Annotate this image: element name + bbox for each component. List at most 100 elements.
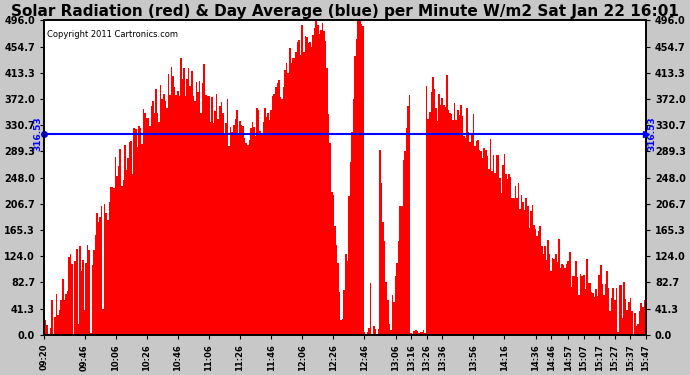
Bar	[320, 30, 322, 335]
Bar	[617, 332, 619, 335]
Bar	[149, 126, 150, 335]
Bar	[228, 146, 230, 335]
Bar	[521, 195, 522, 335]
Bar	[322, 23, 323, 335]
Bar	[466, 108, 468, 335]
Bar	[119, 149, 121, 335]
Bar	[432, 76, 433, 335]
Bar	[418, 333, 420, 335]
Bar	[317, 25, 319, 335]
Bar	[444, 107, 446, 335]
Bar	[76, 249, 77, 335]
Bar	[600, 265, 602, 335]
Bar	[468, 132, 469, 335]
Bar	[135, 129, 137, 335]
Bar	[123, 180, 124, 335]
Bar	[306, 37, 308, 335]
Bar	[544, 246, 546, 335]
Bar	[292, 58, 294, 335]
Bar	[426, 86, 427, 335]
Bar	[334, 226, 335, 335]
Bar	[558, 240, 560, 335]
Bar	[473, 114, 474, 335]
Bar	[613, 288, 614, 335]
Bar	[499, 178, 500, 335]
Bar	[146, 118, 148, 335]
Bar	[359, 20, 361, 335]
Bar	[121, 186, 123, 335]
Bar	[282, 99, 283, 335]
Bar	[130, 141, 132, 335]
Bar	[295, 52, 297, 335]
Bar	[460, 105, 462, 335]
Bar	[210, 122, 211, 335]
Bar	[340, 321, 342, 335]
Bar	[138, 126, 139, 335]
Bar	[264, 108, 266, 335]
Bar	[485, 150, 486, 335]
Bar	[417, 331, 418, 335]
Bar	[196, 82, 197, 335]
Bar	[333, 195, 334, 335]
Bar	[166, 108, 168, 335]
Bar	[542, 254, 544, 335]
Bar	[270, 111, 272, 335]
Bar	[474, 146, 475, 335]
Bar	[150, 106, 152, 335]
Bar	[479, 150, 480, 335]
Bar	[477, 141, 479, 335]
Bar	[362, 27, 364, 335]
Bar	[622, 318, 623, 335]
Bar	[628, 302, 629, 335]
Bar	[351, 132, 353, 335]
Text: Copyright 2011 Cartronics.com: Copyright 2011 Cartronics.com	[47, 30, 178, 39]
Bar	[297, 42, 298, 335]
Bar	[502, 165, 504, 335]
Bar	[308, 43, 309, 335]
Bar	[496, 156, 497, 335]
Text: 316.53: 316.53	[648, 117, 657, 152]
Bar	[406, 128, 407, 335]
Bar	[602, 284, 603, 335]
Bar	[139, 128, 141, 335]
Bar	[236, 111, 237, 335]
Bar	[237, 133, 239, 335]
Bar	[284, 70, 286, 335]
Bar	[459, 115, 460, 335]
Bar	[392, 295, 393, 335]
Bar	[101, 206, 102, 335]
Bar	[184, 68, 185, 335]
Bar	[377, 328, 380, 335]
Bar	[283, 87, 284, 335]
Bar	[313, 34, 314, 335]
Bar	[549, 254, 551, 335]
Bar	[126, 170, 127, 335]
Bar	[625, 299, 627, 335]
Bar	[133, 128, 135, 335]
Bar	[566, 264, 567, 335]
Bar	[168, 74, 169, 335]
Bar	[396, 262, 398, 335]
Bar	[88, 250, 90, 335]
Bar	[82, 260, 83, 335]
Bar	[429, 112, 431, 335]
Bar	[329, 143, 331, 335]
Bar	[191, 71, 193, 335]
Bar	[490, 139, 491, 335]
Bar	[319, 34, 320, 335]
Bar	[62, 279, 63, 335]
Bar	[250, 128, 252, 335]
Bar	[303, 52, 304, 335]
Bar	[163, 94, 165, 335]
Bar	[242, 126, 244, 335]
Bar	[608, 288, 609, 335]
Bar	[598, 274, 600, 335]
Bar	[267, 113, 269, 335]
Bar	[204, 63, 205, 335]
Bar	[424, 333, 426, 335]
Bar	[437, 121, 438, 335]
Bar	[177, 91, 179, 335]
Bar	[527, 206, 529, 335]
Bar	[235, 119, 236, 335]
Bar	[588, 283, 589, 335]
